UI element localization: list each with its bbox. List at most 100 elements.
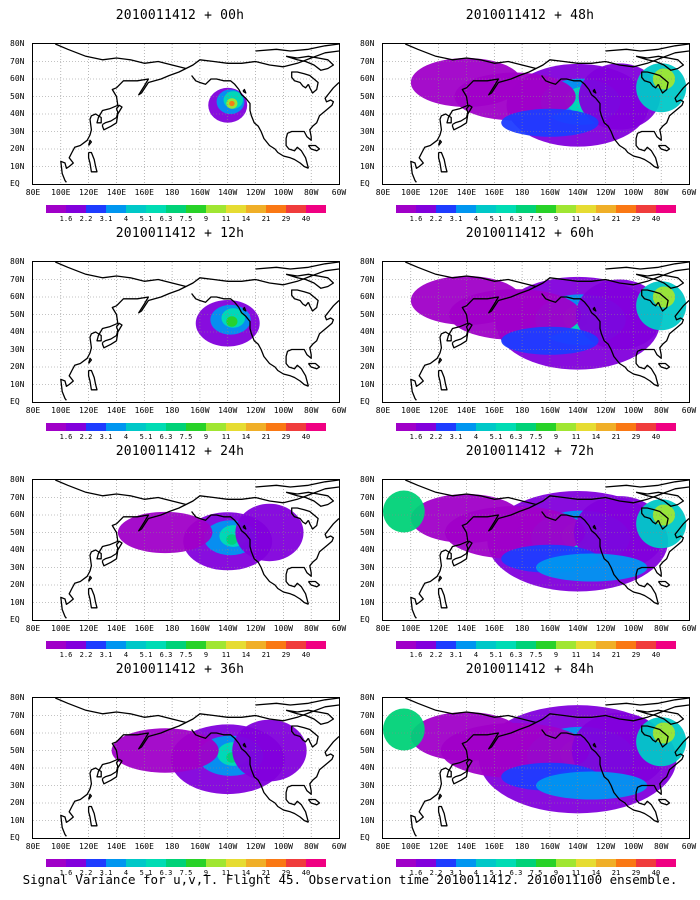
- coastline: [255, 698, 339, 706]
- longitude-tick-label: 80W: [303, 406, 319, 415]
- coastline: [605, 262, 689, 270]
- coastline: [101, 322, 123, 349]
- latitude-tick-label: 60N: [360, 292, 375, 301]
- coastline: [307, 798, 321, 806]
- longitude-tick-label: 140W: [218, 842, 238, 851]
- coastline: [291, 71, 319, 94]
- coastline: [87, 139, 93, 146]
- map-frame: [32, 479, 340, 621]
- colorbar-swatch: [226, 205, 246, 213]
- latitude-tick-label: EQ: [360, 179, 370, 188]
- map-frame: [32, 697, 340, 839]
- colorbar-swatch: [126, 205, 146, 213]
- colorbar-level-label: 14: [241, 869, 251, 877]
- colorbar-level-label: 2.2: [429, 433, 443, 441]
- colorbar-swatch: [396, 859, 416, 867]
- longitude-tick-label: 180: [164, 842, 180, 851]
- coastline: [255, 44, 339, 52]
- longitude-tick-label: 120W: [595, 406, 616, 415]
- colorbar-swatch: [656, 423, 676, 431]
- colorbar-level-label: 7.5: [179, 651, 193, 659]
- coastline: [285, 300, 339, 387]
- longitude-tick-label: 100E: [51, 624, 71, 633]
- longitude-tick-label: 160E: [484, 842, 504, 851]
- colorbar-swatch: [636, 205, 656, 213]
- colorbar-swatch: [556, 641, 576, 649]
- colorbar-swatch: [636, 423, 656, 431]
- latitude-tick-label: 40N: [10, 545, 25, 554]
- coastline: [535, 50, 689, 70]
- map-plot: [383, 44, 689, 184]
- coastline: [285, 709, 335, 725]
- latitude-tick-label: 10N: [10, 597, 25, 607]
- colorbar-level-label: 6.3: [159, 433, 173, 441]
- colorbar-level-label: 5.1: [139, 651, 153, 659]
- latitude-tick-label: 70N: [10, 492, 25, 502]
- latitude-tick-label: 70N: [10, 710, 25, 720]
- longitude-tick-label: 120E: [428, 624, 449, 633]
- coastline: [87, 575, 93, 582]
- panel-title: 2010011412 + 60h: [465, 226, 595, 241]
- colorbar: [46, 859, 326, 867]
- coastline: [657, 580, 671, 588]
- coastline: [592, 524, 597, 530]
- longitude-tick-label: 120E: [428, 188, 449, 197]
- colorbar-swatch: [266, 423, 286, 431]
- colorbar-level-label: 11: [221, 215, 231, 223]
- field-shading: [536, 771, 648, 800]
- colorbar-swatch: [266, 641, 286, 649]
- map-panel: 2010011412 + 12h 80N 70N 60N 50N 40N 30N 20N 10N…: [10, 226, 350, 451]
- colorbar-swatch: [126, 859, 146, 867]
- colorbar-level-label: 11: [571, 651, 581, 659]
- colorbar-swatch: [396, 205, 416, 213]
- colorbar: [46, 423, 326, 431]
- longitude-tick-label: 180: [164, 188, 180, 197]
- colorbar-swatch: [656, 205, 676, 213]
- longitude-tick-label: 120W: [245, 406, 266, 415]
- latitude-tick-label: 10N: [360, 161, 375, 171]
- latitude-tick-label: 20N: [360, 144, 375, 153]
- field-shading: [226, 316, 238, 327]
- colorbar-level-label: 2.2: [79, 215, 93, 223]
- latitude-tick-label: 50N: [10, 91, 25, 101]
- colorbar-swatch: [616, 423, 636, 431]
- coastline: [87, 151, 98, 173]
- longitude-tick-label: 160E: [134, 842, 154, 851]
- longitude-tick-label: 160W: [540, 406, 560, 415]
- field-shading: [383, 708, 425, 751]
- colorbar-level-label: 21: [261, 651, 271, 659]
- coastline: [657, 798, 671, 806]
- coastline: [541, 511, 659, 605]
- coastline: [541, 293, 659, 387]
- latitude-tick-label: 60N: [10, 728, 25, 737]
- longitude-tick-label: 120W: [245, 188, 266, 197]
- map-plot: [33, 44, 339, 184]
- colorbar-level-label: 1.6: [409, 433, 423, 441]
- colorbar-swatch: [106, 423, 126, 431]
- longitude-tick-label: 100E: [401, 188, 421, 197]
- coastline: [55, 698, 187, 837]
- field-shading: [410, 276, 523, 325]
- coastline: [55, 44, 187, 183]
- longitude-tick-label: 80W: [303, 624, 319, 633]
- field-shading: [410, 712, 523, 761]
- colorbar-swatch: [536, 641, 556, 649]
- coastline: [101, 758, 123, 785]
- longitude-tick-label: 60W: [681, 188, 697, 197]
- longitude-tick-label: 120W: [595, 188, 616, 197]
- colorbar-swatch: [206, 641, 226, 649]
- coastline: [641, 725, 669, 748]
- latitude-tick-label: 80N: [10, 257, 25, 266]
- map-plot: [383, 698, 689, 838]
- colorbar-level-label: 3.1: [449, 215, 463, 223]
- longitude-tick-label: 80W: [653, 624, 669, 633]
- colorbar-level-label: 7.5: [529, 651, 543, 659]
- latitude-tick-label: 40N: [10, 327, 25, 336]
- coastline: [437, 369, 448, 391]
- coastline: [242, 524, 247, 530]
- colorbar-swatch: [206, 859, 226, 867]
- longitude-tick-label: 80W: [653, 188, 669, 197]
- coastline: [437, 793, 443, 800]
- latitude-tick-label: 30N: [360, 562, 375, 572]
- longitude-tick-label: 80E: [25, 406, 41, 415]
